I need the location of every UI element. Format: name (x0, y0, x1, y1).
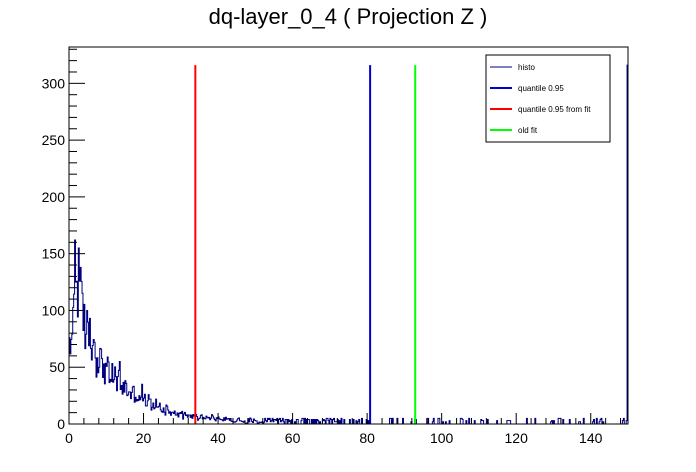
legend-label-quantile-fit: quantile 0.95 from fit (518, 105, 591, 114)
legend-label-histo: histo (518, 63, 535, 72)
y-tick-label: 150 (42, 246, 66, 262)
x-tick-label: 80 (359, 430, 375, 446)
x-tick-label: 140 (579, 430, 603, 446)
x-tick-label: 40 (210, 430, 226, 446)
y-tick-label: 50 (49, 359, 65, 375)
x-tick-label: 100 (430, 430, 454, 446)
y-tick-label: 250 (42, 132, 66, 148)
y-tick-label: 0 (57, 416, 65, 432)
y-tick-label: 300 (42, 75, 66, 91)
x-tick-label: 0 (65, 430, 73, 446)
legend-label-old-fit: old fit (518, 126, 538, 135)
x-tick-label: 20 (136, 430, 152, 446)
x-tick-label: 60 (285, 430, 301, 446)
legend-label-quantile: quantile 0.95 (518, 84, 564, 93)
y-tick-label: 100 (42, 302, 66, 318)
x-tick-label: 120 (505, 430, 529, 446)
plot-frame (68, 46, 629, 425)
y-tick-label: 200 (42, 189, 66, 205)
legend-box (485, 54, 611, 143)
legend: histo quantile 0.95 quantile 0.95 from f… (485, 54, 611, 143)
chart-title: dq-layer_0_4 ( Projection Z ) (209, 4, 488, 29)
histogram-line (68, 64, 629, 425)
plot-area: 0 20 40 60 80 100 120 140 0 50 100 150 200 250 300 (42, 46, 629, 446)
